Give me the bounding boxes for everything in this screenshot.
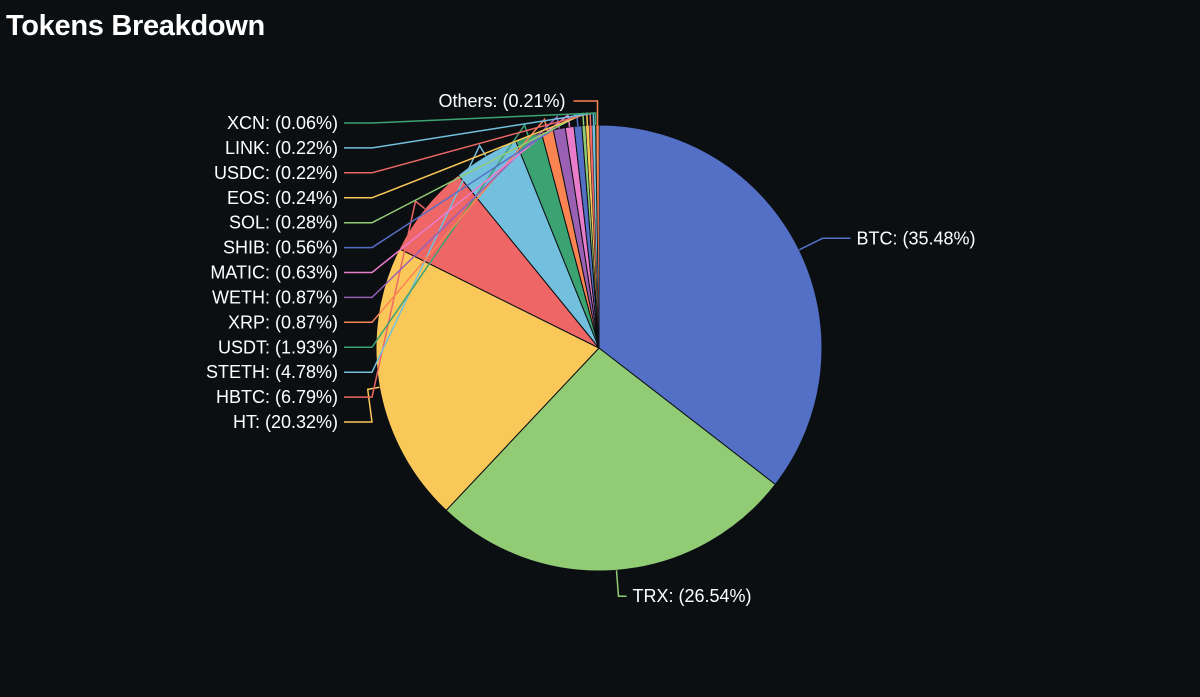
slice-label-ht: HT: (20.32%) xyxy=(233,412,338,432)
slice-label-hbtc: HBTC: (6.79%) xyxy=(216,387,338,407)
slice-label-xcn: XCN: (0.06%) xyxy=(227,113,338,133)
leader-line-trx xyxy=(615,570,627,597)
slice-label-matic: MATIC: (0.63%) xyxy=(210,263,338,283)
pie-slice-ht[interactable] xyxy=(375,248,600,511)
slice-label-xrp: XRP: (0.87%) xyxy=(228,312,338,332)
leader-line-ht xyxy=(344,386,380,423)
slice-label-eos: EOS: (0.24%) xyxy=(227,188,338,208)
slice-label-steth: STETH: (4.78%) xyxy=(206,362,338,382)
slice-label-usdt: USDT: (1.93%) xyxy=(218,337,338,357)
slice-label-weth: WETH: (0.87%) xyxy=(212,287,338,307)
slice-label-link: LINK: (0.22%) xyxy=(225,138,338,158)
slice-labels: BTC: (35.48%) TRX: (26.54%) HT: (20.32%) HB… xyxy=(204,90,977,608)
leader-line-sol xyxy=(344,112,585,224)
slice-label-others: Others: (0.21%) xyxy=(438,91,565,111)
leader-line-link xyxy=(344,112,595,149)
leader-line-usdc xyxy=(344,112,592,174)
leader-line-eos xyxy=(344,112,589,199)
leader-line-others xyxy=(573,100,599,125)
leader-line-btc xyxy=(798,237,851,251)
leader-line-hbtc xyxy=(344,199,426,398)
leader-line-xcn xyxy=(344,112,597,126)
label-leader-lines xyxy=(344,100,851,597)
slice-label-sol: SOL: (0.28%) xyxy=(229,213,338,233)
slice-label-usdc: USDC: (0.22%) xyxy=(214,163,338,183)
page-title: Tokens Breakdown xyxy=(6,10,265,42)
slice-label-shib: SHIB: (0.56%) xyxy=(223,238,338,258)
slice-label-btc: BTC: (35.48%) xyxy=(857,228,976,248)
leader-line-shib xyxy=(344,112,579,249)
pie-slice-others[interactable] xyxy=(595,124,600,349)
pie-slices xyxy=(375,124,823,572)
slice-label-trx: TRX: (26.54%) xyxy=(633,586,752,606)
